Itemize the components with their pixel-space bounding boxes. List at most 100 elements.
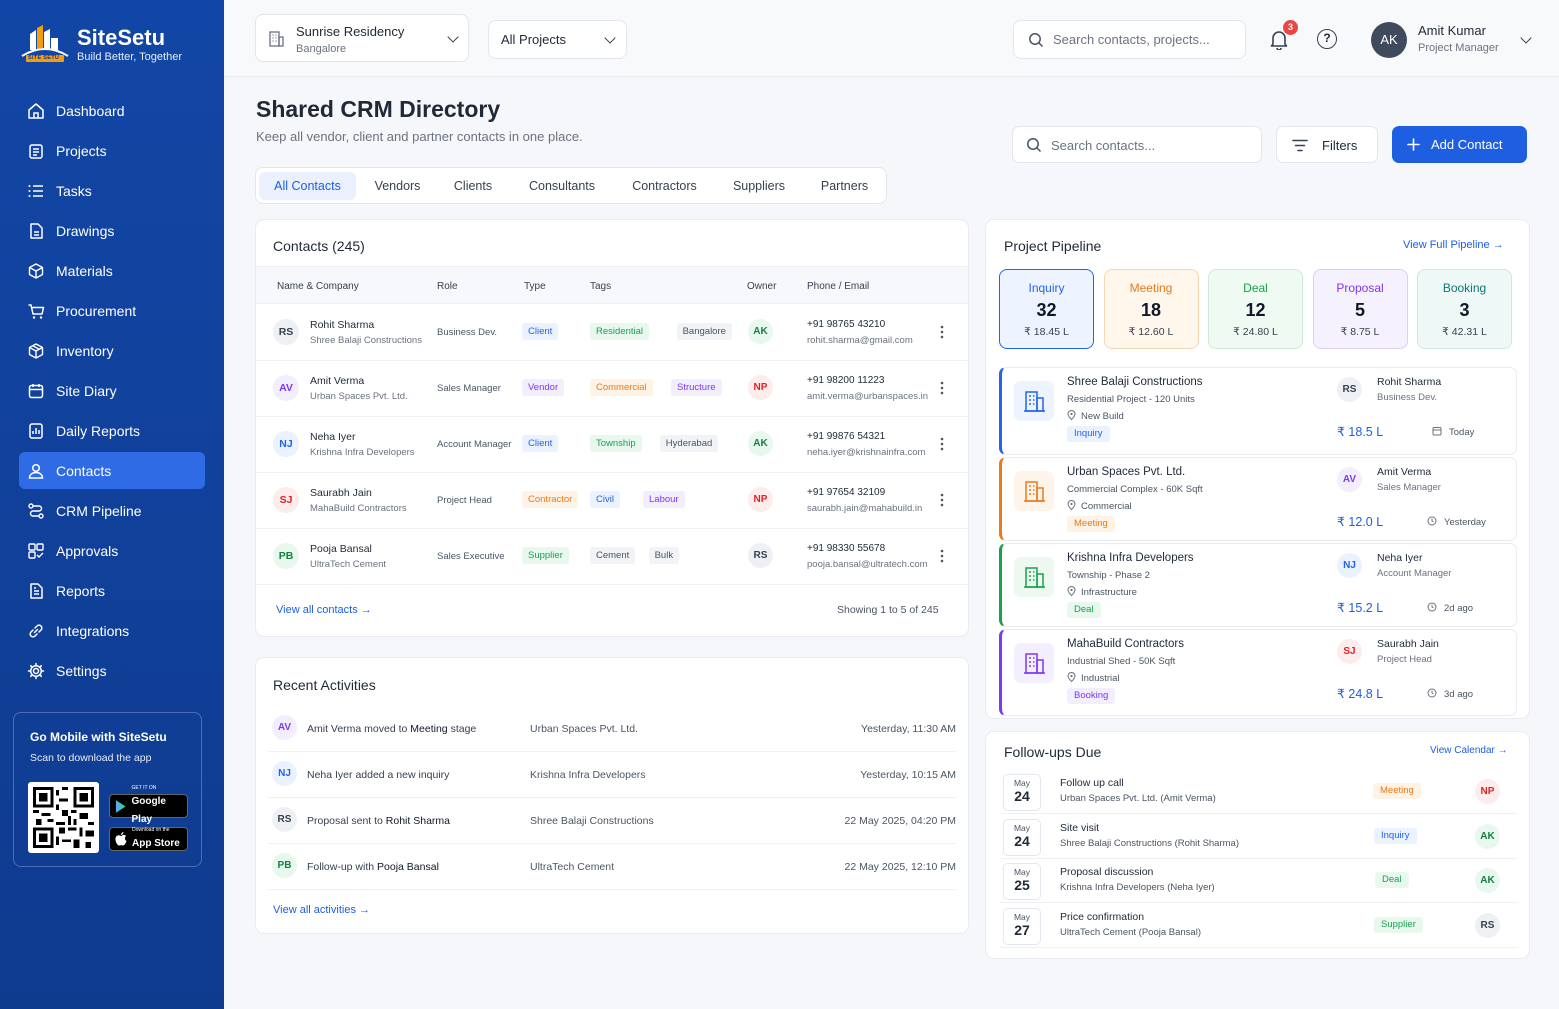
followup-item[interactable]: May 24 Follow up call Urban Spaces Pvt. Ltd… [999, 770, 1517, 814]
search-icon [1029, 33, 1044, 48]
global-search-input[interactable]: Search contacts, projects... [1013, 20, 1246, 59]
contact-search-input[interactable]: Search contacts... [1012, 126, 1262, 163]
pipeline-deal-card[interactable]: MahaBuild Contractors Industrial Shed - 5… [999, 629, 1517, 716]
view-full-pipeline-link[interactable]: View Full Pipeline → [1403, 239, 1504, 251]
tab-all-contacts[interactable]: All Contacts [259, 172, 356, 200]
sidebar-item-procurement[interactable]: Procurement [19, 292, 205, 329]
pipeline-stage-meeting[interactable]: Meeting 18 ₹ 12.60 L [1103, 269, 1199, 349]
sidebar-item-settings[interactable]: Settings [19, 652, 205, 689]
followup-item[interactable]: May 24 Site visit Shree Balaji Construction… [999, 815, 1517, 859]
sidebar-item-tasks[interactable]: Tasks [19, 172, 205, 209]
help-icon[interactable]: ? [1317, 29, 1337, 49]
followup-item[interactable]: May 25 Proposal discussion Krishna Infra De… [999, 859, 1517, 903]
pipeline-stage-proposal[interactable]: Proposal 5 ₹ 8.75 L [1312, 269, 1408, 349]
brand-logo[interactable]: SITE SETU SiteSetu Build Better, Togethe… [20, 24, 182, 64]
app-store-button[interactable]: Download on the App Store [109, 827, 188, 851]
activity-text-part: stage [447, 723, 477, 735]
sidebar-item-approvals[interactable]: Approvals [19, 532, 205, 569]
sidebar-item-contacts[interactable]: Contacts [19, 452, 205, 489]
table-row[interactable]: PB Pooja Bansal UltraTech Cement Sales Exec… [256, 529, 968, 585]
activity-item[interactable]: PB Follow-up with Pooja Bansal UltraTech C… [268, 844, 956, 890]
contact-name[interactable]: Rohit Sharma [310, 319, 375, 331]
contact-name[interactable]: Neha Iyer [310, 431, 356, 443]
tab-vendors[interactable]: Vendors [374, 179, 421, 193]
activity-text-highlight: Rohit Sharma [385, 815, 450, 827]
qr-code[interactable] [28, 782, 99, 853]
contact-type-badge: Client [522, 323, 559, 340]
deal-company[interactable]: Shree Balaji Constructions [1067, 376, 1203, 388]
contact-name[interactable]: Amit Verma [310, 375, 365, 387]
cube-icon [28, 262, 44, 279]
sidebar-item-integrations[interactable]: Integrations [19, 612, 205, 649]
view-all-activities-link[interactable]: View all activities → [273, 904, 370, 916]
sidebar-item-daily-reports[interactable]: Daily Reports [19, 412, 205, 449]
contact-name[interactable]: Pooja Bansal [310, 543, 372, 555]
deal-company[interactable]: Urban Spaces Pvt. Ltd. [1067, 466, 1186, 478]
contact-email[interactable]: neha.iyer@krishnainfra.com [807, 447, 926, 458]
pipeline-deal-card[interactable]: Shree Balaji Constructions Residential Pr… [999, 367, 1517, 455]
contact-email[interactable]: pooja.bansal@ultratech.com [807, 559, 928, 570]
contact-phone[interactable]: +91 98330 55678 [807, 543, 886, 554]
clock-icon [1427, 516, 1437, 526]
tab-suppliers[interactable]: Suppliers [732, 179, 786, 193]
view-calendar-link[interactable]: View Calendar → [1430, 745, 1508, 756]
contact-search-placeholder: Search contacts... [1051, 138, 1156, 153]
project-selector[interactable]: Sunrise Residency Bangalore [255, 14, 469, 62]
view-all-contacts-link[interactable]: View all contacts → [276, 604, 372, 616]
add-contact-label: Add Contact [1431, 137, 1503, 152]
activity-item[interactable]: RS Proposal sent to Rohit Sharma Shree Bal… [268, 798, 956, 844]
pipeline-stage-inquiry[interactable]: Inquiry 32 ₹ 18.45 L [999, 269, 1094, 349]
tab-clients[interactable]: Clients [453, 179, 493, 193]
pipeline-stage-booking[interactable]: Booking 3 ₹ 42.31 L [1417, 269, 1512, 349]
contact-email[interactable]: saurabh.jain@mahabuild.in [807, 503, 923, 514]
stage-count: 3 [1459, 300, 1470, 320]
activity-item[interactable]: AV Amit Verma moved to Meeting stage Urban… [268, 706, 956, 752]
contact-name[interactable]: Saurabh Jain [310, 487, 372, 499]
followup-day: 24 [1014, 788, 1030, 804]
deal-company[interactable]: Krishna Infra Developers [1067, 552, 1194, 564]
sidebar-item-reports[interactable]: Reports [19, 572, 205, 609]
deal-company[interactable]: MahaBuild Contractors [1067, 638, 1184, 650]
column-header: Tags [590, 281, 612, 292]
sidebar-item-crm-pipeline[interactable]: CRM Pipeline [19, 492, 205, 529]
tab-contractors[interactable]: Contractors [632, 179, 697, 193]
table-row[interactable]: NJ Neha Iyer Krishna Infra Developers Accou… [256, 417, 968, 473]
table-row[interactable]: AV Amit Verma Urban Spaces Pvt. Ltd. Sales … [256, 361, 968, 417]
more-options-icon[interactable] [940, 493, 946, 507]
google-play-button[interactable]: GET IT ON Google Play [109, 785, 188, 825]
user-icon [28, 463, 44, 479]
tab-partners[interactable]: Partners [820, 179, 869, 193]
sidebar-item-materials[interactable]: Materials [19, 252, 205, 289]
activity-text-part: Neha Iyer added a new inquiry [307, 769, 450, 781]
contact-phone[interactable]: +91 98200 11223 [807, 375, 885, 386]
sidebar-item-dashboard[interactable]: Dashboard [19, 92, 205, 129]
more-options-icon[interactable] [940, 549, 946, 563]
followup-item[interactable]: May 27 Price confirmation UltraTech Cement … [999, 904, 1517, 948]
contact-phone[interactable]: +91 97654 32109 [807, 487, 886, 498]
all-projects-dropdown[interactable]: All Projects [488, 20, 627, 59]
add-contact-button[interactable]: Add Contact [1392, 126, 1527, 163]
contact-email[interactable]: rohit.sharma@gmail.com [807, 335, 913, 346]
contact-phone[interactable]: +91 98765 43210 [807, 319, 886, 330]
contact-phone[interactable]: +91 99876 54321 [807, 431, 886, 442]
pipeline-deal-card[interactable]: Krishna Infra Developers Township - Phase… [999, 543, 1517, 627]
more-options-icon[interactable] [940, 381, 946, 395]
sidebar-item-site-diary[interactable]: Site Diary [19, 372, 205, 409]
contact-email[interactable]: amit.verma@urbanspaces.in [807, 391, 929, 402]
sidebar-item-drawings[interactable]: Drawings [19, 212, 205, 249]
bell-icon[interactable] [1268, 28, 1290, 50]
filters-button[interactable]: Filters [1276, 126, 1378, 163]
stage-count: 12 [1245, 300, 1266, 320]
user-avatar[interactable]: AK [1371, 22, 1407, 58]
pipeline-stage-deal[interactable]: Deal 12 ₹ 24.80 L [1208, 269, 1303, 349]
more-options-icon[interactable] [940, 325, 946, 339]
sidebar-item-inventory[interactable]: Inventory [19, 332, 205, 369]
user-menu-chevron-icon[interactable] [1520, 32, 1532, 44]
tab-consultants[interactable]: Consultants [528, 179, 595, 193]
activity-item[interactable]: NJ Neha Iyer added a new inquiry Krishna I… [268, 752, 956, 798]
sidebar-item-projects[interactable]: Projects [19, 132, 205, 169]
table-row[interactable]: SJ Saurabh Jain MahaBuild Contractors Proje… [256, 473, 968, 529]
more-options-icon[interactable] [940, 437, 946, 451]
pipeline-deal-card[interactable]: Urban Spaces Pvt. Ltd. Commercial Complex… [999, 457, 1517, 541]
table-row[interactable]: RS Rohit Sharma Shree Balaji Constructions… [256, 305, 968, 361]
